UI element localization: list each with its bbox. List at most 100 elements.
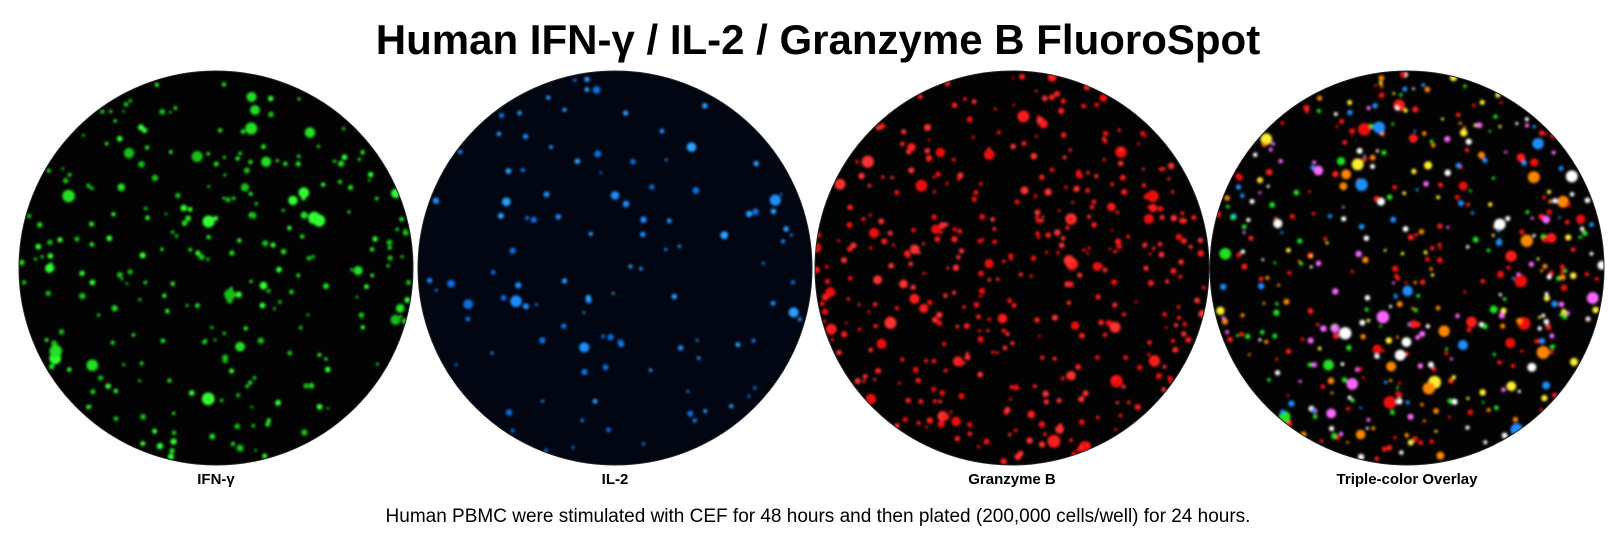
- spot: [923, 123, 932, 132]
- spot: [1035, 134, 1038, 138]
- spot: [1463, 84, 1467, 88]
- spot: [1009, 257, 1013, 261]
- spot: [61, 167, 65, 170]
- spot: [509, 247, 516, 254]
- spot: [1142, 243, 1147, 248]
- spot: [111, 211, 116, 217]
- spot: [1549, 344, 1556, 350]
- spot: [457, 149, 463, 155]
- spot: [594, 150, 602, 158]
- spot: [86, 183, 91, 188]
- spot: [922, 271, 926, 276]
- spot: [905, 397, 911, 404]
- spot: [946, 266, 950, 270]
- spot: [1216, 306, 1225, 315]
- spot: [1191, 215, 1197, 221]
- spot: [824, 264, 829, 269]
- spot: [941, 341, 947, 347]
- spot: [170, 281, 175, 286]
- spot: [1584, 271, 1590, 277]
- spot: [951, 235, 958, 243]
- spot: [1399, 71, 1407, 78]
- spot: [1539, 130, 1545, 136]
- spot: [1520, 349, 1524, 353]
- spot: [1144, 134, 1147, 138]
- spot: [44, 338, 49, 342]
- spot: [1157, 241, 1163, 247]
- spot: [123, 147, 135, 159]
- spot: [640, 231, 646, 238]
- spot: [116, 135, 123, 142]
- spot: [1346, 441, 1349, 444]
- spot: [267, 95, 274, 102]
- spot: [1162, 364, 1167, 369]
- spot: [1268, 147, 1273, 152]
- spot: [1102, 332, 1108, 338]
- spot: [1257, 282, 1265, 290]
- spot: [1378, 92, 1385, 99]
- spot: [151, 174, 159, 182]
- spot: [1241, 224, 1247, 230]
- spot: [1559, 274, 1566, 281]
- spot: [1077, 173, 1083, 179]
- spot: [261, 156, 272, 167]
- spot: [240, 183, 250, 192]
- spot: [1091, 199, 1097, 205]
- spot: [938, 399, 942, 404]
- spot: [1036, 114, 1040, 118]
- spot: [1316, 95, 1323, 101]
- spot: [1564, 219, 1570, 225]
- spot: [116, 271, 123, 278]
- spot: [840, 257, 848, 264]
- spot: [1515, 121, 1519, 126]
- spot: [1005, 331, 1010, 337]
- spot: [1364, 307, 1369, 312]
- spot: [884, 316, 897, 329]
- spot: [1479, 389, 1486, 396]
- well-background: [815, 71, 1209, 465]
- spot: [1086, 251, 1090, 255]
- spot: [1147, 352, 1151, 357]
- spot: [1546, 274, 1552, 280]
- spot: [62, 189, 75, 203]
- spot: [961, 304, 966, 310]
- spot: [664, 158, 668, 162]
- spot: [1402, 86, 1408, 92]
- spot: [1357, 366, 1363, 372]
- spot: [82, 133, 85, 137]
- spot: [622, 200, 630, 208]
- spot: [981, 237, 985, 241]
- spot: [1347, 109, 1353, 116]
- spot: [51, 266, 55, 270]
- spot: [1102, 157, 1106, 162]
- spot: [1423, 250, 1428, 255]
- spot: [1560, 284, 1568, 292]
- spot: [912, 366, 919, 373]
- spot: [298, 326, 303, 330]
- spot: [1466, 316, 1477, 328]
- spot: [702, 102, 708, 109]
- spot: [949, 410, 953, 414]
- spot: [89, 279, 96, 286]
- spot: [584, 87, 590, 92]
- spot: [729, 403, 734, 409]
- spot: [1159, 215, 1165, 220]
- spot: [1014, 199, 1020, 205]
- spot: [1466, 396, 1470, 400]
- spot: [1249, 199, 1255, 204]
- spot: [943, 293, 948, 298]
- spot: [1335, 125, 1339, 128]
- spot: [1458, 200, 1464, 207]
- spot: [1181, 331, 1187, 337]
- spot: [907, 143, 916, 152]
- spot: [1551, 392, 1558, 398]
- spot: [1527, 362, 1537, 372]
- spot: [1267, 377, 1271, 382]
- spot: [761, 261, 765, 265]
- spot: [1492, 352, 1496, 357]
- spot: [1404, 433, 1410, 438]
- spot: [1115, 401, 1120, 405]
- spot: [1502, 297, 1507, 302]
- spot: [57, 237, 63, 243]
- spot: [1551, 300, 1558, 308]
